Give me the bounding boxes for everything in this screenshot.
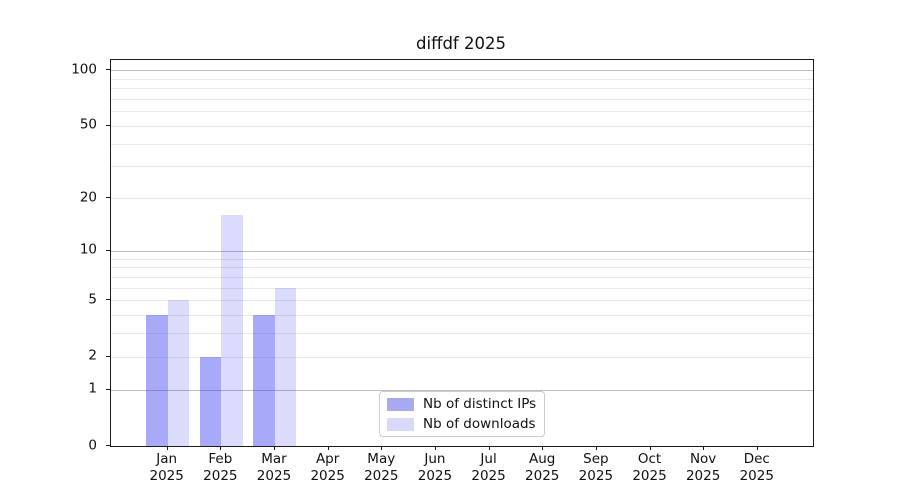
x-tick-year: 2025 [471, 468, 506, 484]
x-tick-year: 2025 [525, 468, 560, 484]
y-tick-mark [106, 299, 110, 301]
bar-distinct-ips [253, 314, 275, 446]
minor-gridline [111, 125, 813, 127]
minor-gridline [111, 258, 813, 260]
legend-swatch [387, 397, 414, 411]
x-tick-year: 2025 [578, 468, 614, 484]
x-tick-month: Mar [261, 451, 287, 467]
x-tick-year: 2025 [149, 468, 184, 484]
x-tick-month: Jun [424, 451, 446, 467]
major-gridline [111, 389, 813, 391]
bar-downloads [221, 215, 243, 446]
legend-label: Nb of distinct IPs [423, 396, 537, 412]
major-gridline [111, 70, 813, 72]
minor-gridline [111, 287, 813, 289]
x-tick-month: Sep [583, 451, 609, 467]
minor-gridline [111, 98, 813, 100]
x-tick-label: Aug 2025 [502, 451, 582, 485]
x-tick-label: Jan 2025 [127, 451, 207, 485]
x-tick-year: 2025 [685, 468, 721, 484]
x-tick-year: 2025 [203, 468, 238, 484]
x-tick-month: Nov [689, 451, 717, 467]
minor-gridline [111, 333, 813, 335]
y-tick-label: 0 [88, 436, 97, 453]
y-tick-label: 100 [71, 60, 97, 77]
legend-entry: Nb of distinct IPs [387, 396, 536, 412]
x-tick-mark [756, 446, 758, 450]
y-tick-mark [106, 388, 110, 390]
y-tick-mark [106, 445, 110, 446]
bar-distinct-ips [199, 356, 222, 446]
bar-downloads [167, 300, 190, 446]
x-tick-mark [434, 446, 436, 450]
y-tick-mark [106, 249, 110, 251]
x-tick-year: 2025 [632, 468, 667, 484]
y-tick-label: 10 [79, 241, 97, 258]
x-tick-month: May [367, 451, 396, 467]
minor-gridline [111, 111, 813, 113]
x-tick-label: Apr 2025 [288, 451, 368, 485]
x-tick-mark [703, 446, 705, 450]
y-tick-mark [106, 355, 110, 357]
x-tick-label: Jun 2025 [395, 451, 475, 485]
x-tick-month: Aug [529, 451, 556, 467]
y-tick-label: 50 [79, 116, 97, 133]
x-tick-label: May 2025 [341, 451, 421, 485]
x-tick-mark [166, 446, 168, 450]
x-tick-label: Dec 2025 [717, 451, 797, 485]
x-tick-year: 2025 [310, 468, 345, 484]
x-tick-mark [595, 446, 597, 450]
legend: Nb of distinct IPs Nb of downloads [379, 391, 545, 437]
bar-distinct-ips [146, 314, 168, 446]
y-tick-mark [106, 69, 110, 71]
legend-label: Nb of downloads [423, 416, 536, 432]
minor-gridline [111, 300, 813, 302]
legend-entry: Nb of downloads [387, 416, 536, 432]
bar-downloads [274, 287, 297, 446]
minor-gridline [111, 276, 813, 278]
minor-gridline [111, 356, 813, 358]
minor-gridline [111, 88, 813, 90]
x-tick-year: 2025 [256, 468, 292, 484]
x-tick-mark [381, 446, 383, 450]
x-tick-year: 2025 [739, 468, 774, 484]
x-tick-label: Mar 2025 [234, 451, 314, 485]
x-tick-mark [220, 446, 222, 450]
x-tick-year: 2025 [417, 468, 453, 484]
y-tick-label: 1 [88, 380, 97, 397]
y-tick-mark [106, 124, 110, 126]
x-tick-label: Feb 2025 [180, 451, 260, 485]
minor-gridline [111, 267, 813, 269]
minor-gridline [111, 78, 813, 80]
minor-gridline [111, 198, 813, 200]
x-tick-mark [273, 446, 275, 450]
legend-swatch [387, 417, 414, 431]
x-tick-label: Nov 2025 [663, 451, 743, 485]
plot-area: Nb of distinct IPs Nb of downloads [110, 59, 814, 447]
minor-gridline [111, 314, 813, 316]
x-tick-month: Jan [156, 451, 178, 467]
x-tick-month: Dec [743, 451, 770, 467]
x-tick-mark [649, 446, 651, 450]
x-tick-year: 2025 [364, 468, 399, 484]
minor-gridline [111, 143, 813, 145]
y-tick-label: 5 [88, 290, 97, 307]
y-tick-mark [106, 197, 110, 199]
y-tick-label: 20 [79, 188, 97, 205]
x-tick-mark [327, 446, 329, 450]
minor-gridline [111, 166, 813, 168]
x-tick-month: Oct [637, 451, 662, 467]
x-tick-label: Jul 2025 [449, 451, 529, 485]
y-tick-label: 2 [88, 347, 97, 364]
x-tick-mark [542, 446, 544, 450]
major-gridline [111, 250, 813, 252]
x-tick-month: Feb [208, 451, 233, 467]
x-tick-month: Jul [480, 451, 497, 467]
x-tick-month: Apr [315, 451, 340, 467]
x-tick-label: Oct 2025 [610, 451, 690, 485]
x-tick-label: Sep 2025 [556, 451, 636, 485]
chart-title: diffdf 2025 [416, 34, 506, 53]
x-tick-mark [488, 446, 490, 450]
